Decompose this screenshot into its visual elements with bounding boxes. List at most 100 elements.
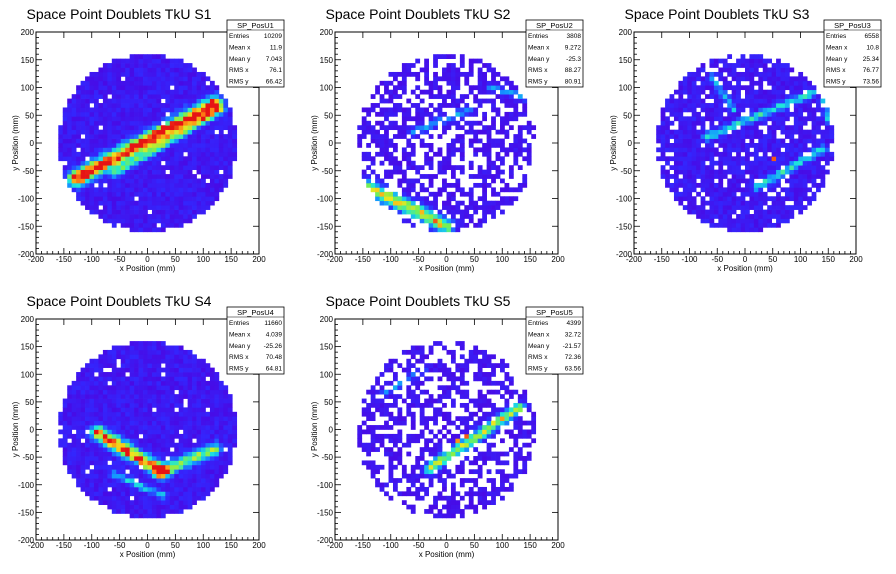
heatmap-bin bbox=[120, 191, 126, 197]
heatmap-bin bbox=[143, 509, 148, 514]
heatmap-bin bbox=[107, 482, 113, 488]
heatmap-bin bbox=[156, 504, 162, 510]
heatmap-bin bbox=[98, 80, 104, 86]
x-tick-label: -100 bbox=[84, 541, 101, 550]
heatmap-bin bbox=[736, 98, 741, 104]
heatmap-bin bbox=[673, 174, 679, 179]
heatmap-bin bbox=[700, 205, 706, 210]
heatmap-bin bbox=[397, 209, 403, 215]
heatmap-bin bbox=[745, 218, 750, 224]
heatmap-bin bbox=[682, 147, 688, 153]
heatmap-bin bbox=[120, 433, 126, 439]
heatmap-bin bbox=[147, 85, 153, 91]
heatmap-bin bbox=[705, 191, 710, 197]
heatmap-bin bbox=[526, 160, 532, 166]
heatmap-bin bbox=[174, 94, 180, 99]
heatmap-bin bbox=[691, 129, 697, 135]
heatmap-bin bbox=[178, 447, 184, 452]
heatmap-bin bbox=[767, 187, 772, 193]
heatmap-bin bbox=[151, 442, 157, 448]
heatmap-bin bbox=[500, 116, 505, 122]
heatmap-bin bbox=[192, 398, 197, 404]
heatmap-bin bbox=[709, 169, 715, 175]
heatmap-bin bbox=[722, 80, 728, 86]
heatmap-bin bbox=[138, 85, 144, 91]
heatmap-bin bbox=[165, 495, 171, 501]
heatmap-bin bbox=[718, 138, 724, 144]
heatmap-bin bbox=[758, 160, 764, 166]
heatmap-bin bbox=[85, 138, 90, 144]
heatmap-bin bbox=[102, 116, 108, 122]
heatmap-bin bbox=[196, 456, 202, 461]
heatmap-bin bbox=[415, 120, 421, 126]
heatmap-bin bbox=[125, 358, 131, 364]
heatmap-bin bbox=[223, 425, 229, 430]
heatmap-bin bbox=[196, 94, 202, 99]
heatmap-bin bbox=[160, 191, 166, 197]
heatmap-bin bbox=[736, 63, 741, 68]
heatmap-bin bbox=[767, 214, 772, 219]
heatmap-bin bbox=[143, 341, 148, 346]
heatmap-bin bbox=[209, 451, 215, 457]
heatmap-bin bbox=[187, 456, 193, 461]
heatmap-bin bbox=[696, 67, 701, 73]
heatmap-bin bbox=[111, 120, 117, 126]
heatmap-bin bbox=[187, 478, 193, 483]
heatmap-bin bbox=[455, 120, 461, 126]
heatmap-bin bbox=[504, 98, 510, 104]
heatmap-bin bbox=[134, 71, 139, 77]
heatmap-bin bbox=[120, 416, 126, 422]
heatmap-bin bbox=[357, 438, 363, 444]
heatmap-bin bbox=[218, 120, 224, 126]
heatmap-bin bbox=[214, 372, 220, 377]
heatmap-bin bbox=[682, 151, 688, 157]
heatmap-bin bbox=[111, 500, 117, 505]
heatmap-bin bbox=[102, 372, 108, 377]
heatmap-bin bbox=[134, 76, 139, 82]
heatmap-bin bbox=[160, 116, 166, 122]
stats-value: 66.42 bbox=[266, 79, 283, 86]
heatmap-bin bbox=[705, 169, 710, 175]
heatmap-bin bbox=[722, 89, 728, 95]
heatmap-bin bbox=[789, 178, 795, 184]
heatmap-bin bbox=[111, 138, 117, 144]
heatmap-bin bbox=[107, 376, 113, 382]
heatmap-bin bbox=[669, 147, 675, 153]
heatmap-bin bbox=[143, 407, 148, 413]
heatmap-bin bbox=[473, 138, 479, 144]
heatmap-bin bbox=[446, 54, 452, 59]
heatmap-bin bbox=[687, 116, 693, 122]
heatmap-bin bbox=[824, 111, 830, 117]
heatmap-bin bbox=[143, 160, 148, 166]
heatmap-bin bbox=[513, 143, 519, 148]
heatmap-bin bbox=[669, 129, 675, 135]
heatmap-bin bbox=[713, 98, 719, 104]
heatmap-bin bbox=[93, 411, 99, 417]
heatmap-bin bbox=[129, 349, 135, 355]
stats-value: 76.1 bbox=[269, 67, 282, 74]
heatmap-bin bbox=[209, 469, 215, 475]
heatmap-bin bbox=[76, 394, 81, 399]
heatmap-bin bbox=[678, 89, 684, 95]
heatmap-bin bbox=[214, 125, 220, 131]
heatmap-bin bbox=[196, 138, 202, 144]
heatmap-bin bbox=[116, 509, 122, 514]
heatmap-bin bbox=[111, 380, 117, 386]
heatmap-bin bbox=[397, 438, 403, 444]
heatmap-bin bbox=[762, 174, 768, 179]
heatmap-bin bbox=[455, 134, 461, 139]
heatmap-bin bbox=[174, 429, 180, 435]
heatmap-bin bbox=[491, 165, 496, 170]
heatmap-bin bbox=[784, 94, 790, 99]
heatmap-bin bbox=[98, 134, 104, 139]
heatmap-bin bbox=[522, 103, 528, 108]
heatmap-bin bbox=[183, 178, 188, 184]
heatmap-bin bbox=[125, 169, 131, 175]
heatmap-bin bbox=[67, 98, 73, 104]
heatmap-bin bbox=[58, 138, 64, 144]
heatmap-bin bbox=[80, 380, 86, 386]
heatmap-bin bbox=[696, 156, 701, 162]
heatmap-bin bbox=[682, 165, 688, 170]
heatmap-bin bbox=[491, 200, 496, 206]
heatmap-bin bbox=[192, 129, 197, 135]
